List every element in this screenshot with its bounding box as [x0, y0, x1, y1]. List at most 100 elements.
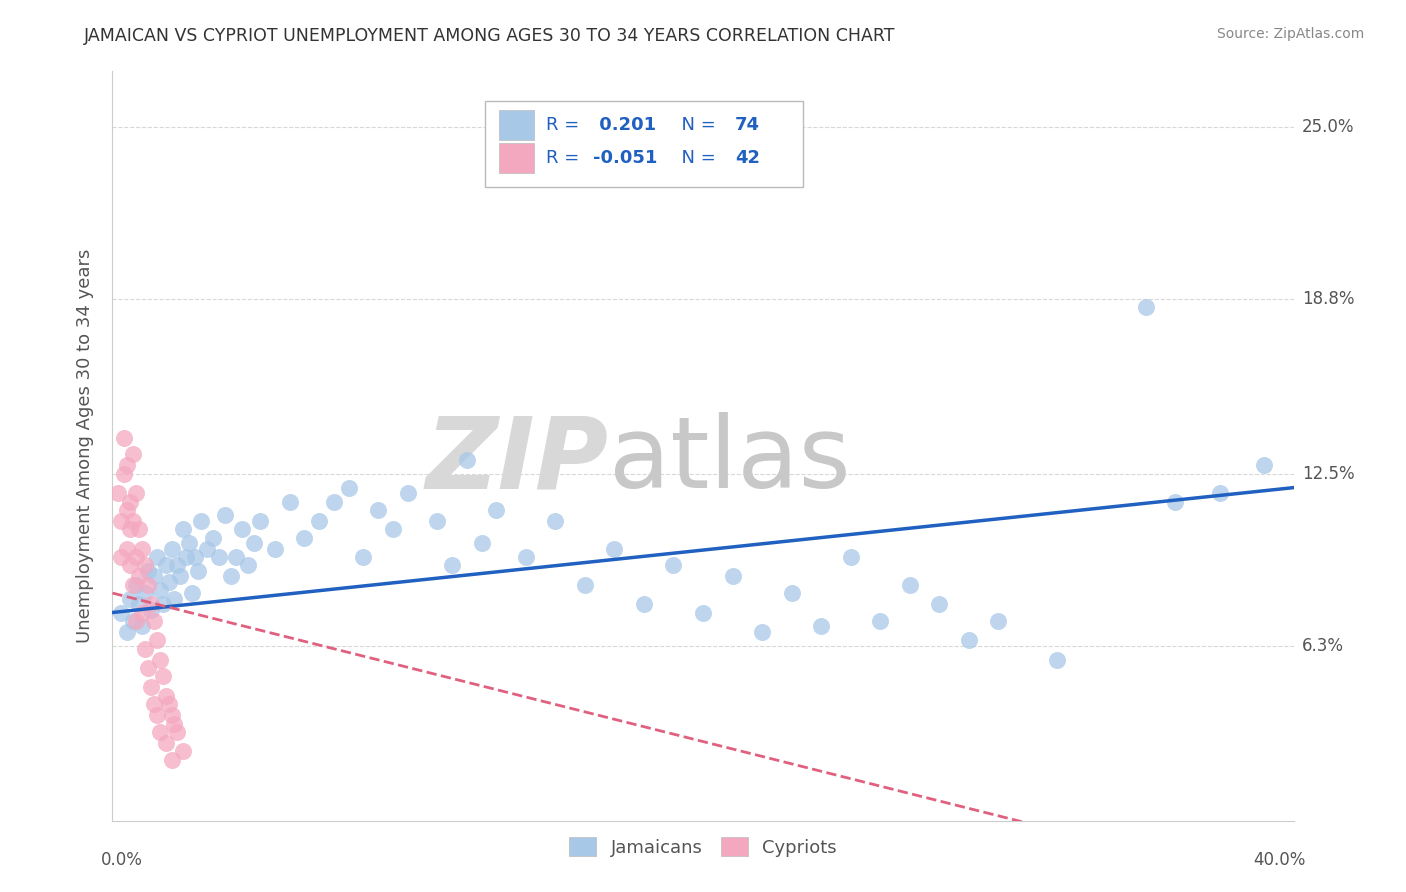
Point	[160, 753, 183, 767]
Point	[160, 708, 183, 723]
Point	[131, 619, 153, 633]
Text: 12.5%: 12.5%	[1302, 465, 1354, 483]
Point	[110, 514, 132, 528]
Point	[928, 597, 950, 611]
Point	[149, 583, 172, 598]
Point	[155, 689, 177, 703]
Point	[179, 536, 201, 550]
Point	[155, 558, 177, 573]
Legend: Jamaicans, Cypriots: Jamaicans, Cypriots	[562, 830, 844, 864]
Point	[157, 697, 180, 711]
Point	[396, 486, 419, 500]
Text: ZIP: ZIP	[426, 412, 609, 509]
Point	[120, 522, 142, 536]
Point	[172, 744, 194, 758]
Text: 18.8%: 18.8%	[1302, 290, 1354, 308]
Point	[117, 503, 138, 517]
Point	[157, 574, 180, 589]
Point	[574, 578, 596, 592]
Point	[214, 508, 236, 523]
Text: 74: 74	[735, 116, 759, 135]
Text: N =: N =	[669, 149, 721, 167]
Point	[219, 569, 242, 583]
Point	[146, 633, 169, 648]
Point	[187, 564, 209, 578]
Point	[107, 486, 129, 500]
Point	[142, 614, 165, 628]
Point	[426, 514, 449, 528]
Point	[155, 736, 177, 750]
Point	[122, 614, 145, 628]
Point	[225, 549, 247, 564]
Point	[249, 514, 271, 528]
FancyBboxPatch shape	[499, 143, 534, 172]
Point	[515, 549, 537, 564]
Point	[544, 514, 567, 528]
Point	[662, 558, 685, 573]
Point	[208, 549, 231, 564]
Point	[172, 522, 194, 536]
Point	[134, 586, 156, 600]
Point	[264, 541, 287, 556]
Point	[721, 569, 744, 583]
Point	[160, 541, 183, 556]
Point	[751, 624, 773, 639]
Y-axis label: Unemployment Among Ages 30 to 34 years: Unemployment Among Ages 30 to 34 years	[76, 249, 94, 643]
Point	[163, 591, 186, 606]
Text: R =: R =	[546, 116, 585, 135]
Text: 0.0%: 0.0%	[101, 851, 142, 869]
Point	[149, 653, 172, 667]
Point	[166, 558, 188, 573]
Point	[120, 558, 142, 573]
Point	[810, 619, 832, 633]
Point	[485, 503, 508, 517]
Point	[238, 558, 260, 573]
Point	[131, 541, 153, 556]
Point	[128, 569, 150, 583]
Point	[142, 697, 165, 711]
Point	[125, 549, 148, 564]
Point	[195, 541, 218, 556]
Text: 40.0%: 40.0%	[1253, 851, 1305, 869]
Point	[1135, 300, 1157, 314]
Point	[201, 531, 224, 545]
Point	[152, 669, 174, 683]
Point	[125, 486, 148, 500]
Point	[603, 541, 626, 556]
Point	[128, 522, 150, 536]
FancyBboxPatch shape	[499, 111, 534, 140]
Point	[184, 549, 207, 564]
Point	[352, 549, 374, 564]
Point	[780, 586, 803, 600]
Point	[1253, 458, 1275, 473]
Point	[278, 494, 301, 508]
Point	[152, 597, 174, 611]
Point	[136, 578, 159, 592]
Point	[898, 578, 921, 592]
Point	[149, 724, 172, 739]
Point	[139, 681, 162, 695]
Point	[839, 549, 862, 564]
Text: 6.3%: 6.3%	[1302, 637, 1344, 655]
Point	[136, 661, 159, 675]
Point	[470, 536, 494, 550]
Point	[128, 597, 150, 611]
Point	[122, 447, 145, 461]
Point	[337, 481, 360, 495]
Point	[125, 614, 148, 628]
Point	[166, 724, 188, 739]
Point	[134, 641, 156, 656]
Point	[122, 578, 145, 592]
Point	[139, 603, 162, 617]
Point	[110, 549, 132, 564]
Text: Source: ZipAtlas.com: Source: ZipAtlas.com	[1216, 27, 1364, 41]
Point	[125, 578, 148, 592]
Point	[190, 514, 212, 528]
Point	[112, 467, 135, 481]
Point	[146, 549, 169, 564]
Point	[633, 597, 655, 611]
Text: 25.0%: 25.0%	[1302, 118, 1354, 136]
Point	[1046, 653, 1069, 667]
Point	[134, 558, 156, 573]
Text: R =: R =	[546, 149, 585, 167]
